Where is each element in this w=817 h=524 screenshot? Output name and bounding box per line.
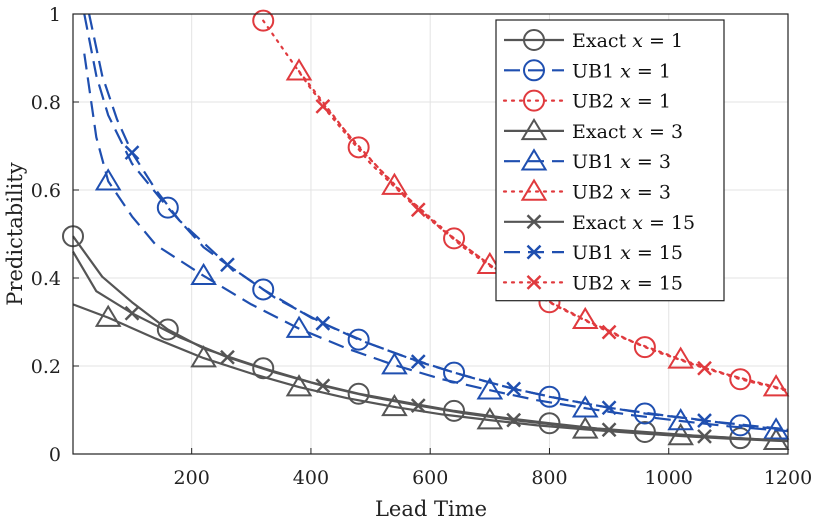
data-point-marker — [601, 422, 617, 438]
y-tick-label: 0 — [49, 444, 61, 466]
data-point-marker — [315, 315, 331, 331]
x-tick-label: 400 — [293, 467, 329, 489]
data-point-marker — [476, 407, 504, 430]
data-point-marker — [252, 9, 275, 32]
data-point-marker — [156, 318, 179, 341]
legend-label: Exact x = 15 — [572, 212, 695, 234]
data-point-marker — [220, 257, 235, 273]
series-line — [83, 13, 789, 431]
legend-label: UB2 x = 3 — [572, 182, 671, 204]
legend-label: UB1 x = 1 — [572, 60, 671, 82]
legend-marker — [523, 59, 545, 82]
data-point-marker — [601, 400, 617, 416]
data-point-marker — [538, 385, 561, 408]
data-point-marker — [697, 360, 712, 376]
legend-label: UB2 x = 1 — [572, 91, 671, 113]
data-point-marker — [190, 345, 217, 368]
y-tick-label: 0.4 — [31, 268, 61, 290]
legend-entry: UB1 x = 15 — [504, 242, 683, 264]
data-point-marker — [124, 305, 140, 321]
data-point-marker — [697, 429, 712, 444]
legend-entry: Exact x = 1 — [504, 29, 683, 52]
y-axis-title: Predictability — [3, 162, 27, 306]
data-point-marker — [506, 381, 522, 397]
data-point-marker — [633, 336, 656, 359]
legend-marker — [523, 89, 545, 112]
data-point-marker — [347, 382, 370, 405]
legend: Exact x = 1 UB1 x = 1 UB2 x = 1 Exact x = 3… — [495, 19, 725, 302]
data-point-marker — [156, 196, 179, 219]
x-tick-label: 200 — [174, 467, 210, 489]
data-point-marker — [601, 324, 617, 340]
legend-marker — [526, 244, 542, 260]
series-7 — [88, 13, 789, 431]
legend-marker — [526, 275, 542, 290]
series-6 — [72, 251, 789, 444]
legend-marker — [520, 117, 548, 141]
legend-marker — [523, 29, 545, 51]
x-tick-label: 1000 — [645, 467, 693, 489]
legend-label: Exact x = 1 — [572, 30, 683, 52]
data-point-marker — [94, 304, 122, 327]
axis-ticks: 200 400 600 800 1000 1200 0 0.2 0.4 0.6 0.8 1 — [31, 4, 812, 489]
data-point-marker — [667, 408, 694, 431]
data-point-marker — [729, 368, 752, 391]
legend-entry: Exact x = 15 — [504, 212, 695, 234]
data-point-marker — [697, 413, 712, 428]
data-point-marker — [252, 278, 275, 301]
series-line — [321, 105, 790, 392]
data-point-marker — [285, 58, 313, 81]
legend-label: UB1 x = 3 — [572, 151, 671, 173]
data-point-marker — [315, 99, 331, 114]
x-tick-label: 800 — [531, 467, 567, 489]
data-point-marker — [285, 315, 313, 338]
data-point-marker — [571, 395, 599, 418]
legend-marker — [520, 178, 548, 201]
data-point-marker — [190, 262, 217, 286]
legend-entry: UB1 x = 3 — [504, 148, 671, 173]
data-point-marker — [347, 136, 370, 159]
legend-marker — [520, 148, 548, 171]
legend-label: UB2 x = 15 — [572, 272, 683, 294]
legend-entry: Exact x = 3 — [504, 117, 683, 143]
y-tick-label: 0.2 — [31, 356, 61, 378]
legend-entry: UB2 x = 1 — [502, 89, 671, 113]
y-tick-label: 0.8 — [31, 92, 61, 114]
legend-entry: UB2 x = 15 — [502, 272, 683, 294]
data-point-marker — [252, 357, 275, 380]
series-line — [83, 53, 789, 433]
data-point-marker — [220, 349, 235, 365]
data-point-marker — [506, 412, 522, 428]
data-point-marker — [381, 172, 408, 195]
legend-entry: UB1 x = 1 — [504, 59, 671, 82]
data-point-marker — [476, 377, 504, 400]
y-tick-label: 0.6 — [31, 180, 61, 202]
x-axis-title: Lead Time — [375, 497, 487, 521]
x-tick-label: 1200 — [764, 467, 812, 489]
data-point-marker — [124, 145, 140, 160]
data-point-marker — [94, 168, 122, 191]
legend-entry: UB2 x = 3 — [502, 178, 671, 204]
legend-label: UB1 x = 15 — [572, 242, 683, 264]
data-point-marker — [410, 354, 426, 369]
y-tick-label: 1 — [49, 4, 61, 26]
data-point-marker — [315, 378, 331, 394]
data-point-marker — [381, 352, 408, 375]
legend-marker — [526, 214, 542, 230]
legend-label: Exact x = 3 — [572, 121, 683, 143]
data-point-marker — [443, 227, 466, 250]
x-tick-label: 600 — [412, 467, 448, 489]
data-point-marker — [285, 374, 313, 397]
data-point-marker — [381, 393, 408, 417]
data-point-marker — [410, 202, 426, 218]
data-point-marker — [347, 328, 370, 351]
data-point-marker — [410, 398, 426, 413]
series-layer — [62, 9, 790, 451]
